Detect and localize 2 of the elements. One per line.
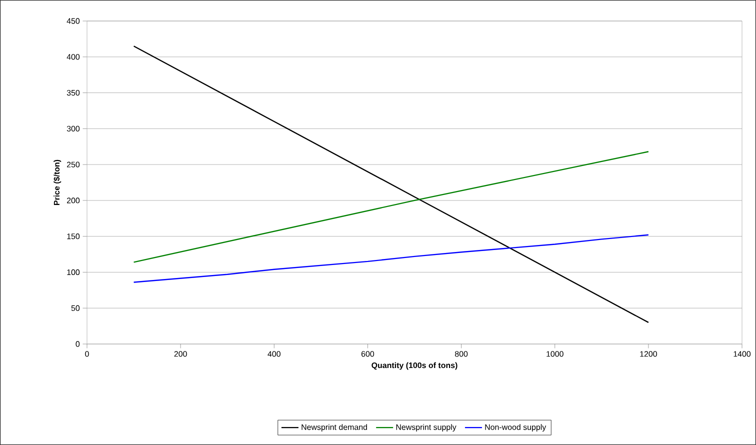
line-series (133, 234, 650, 283)
line-series (133, 46, 650, 324)
